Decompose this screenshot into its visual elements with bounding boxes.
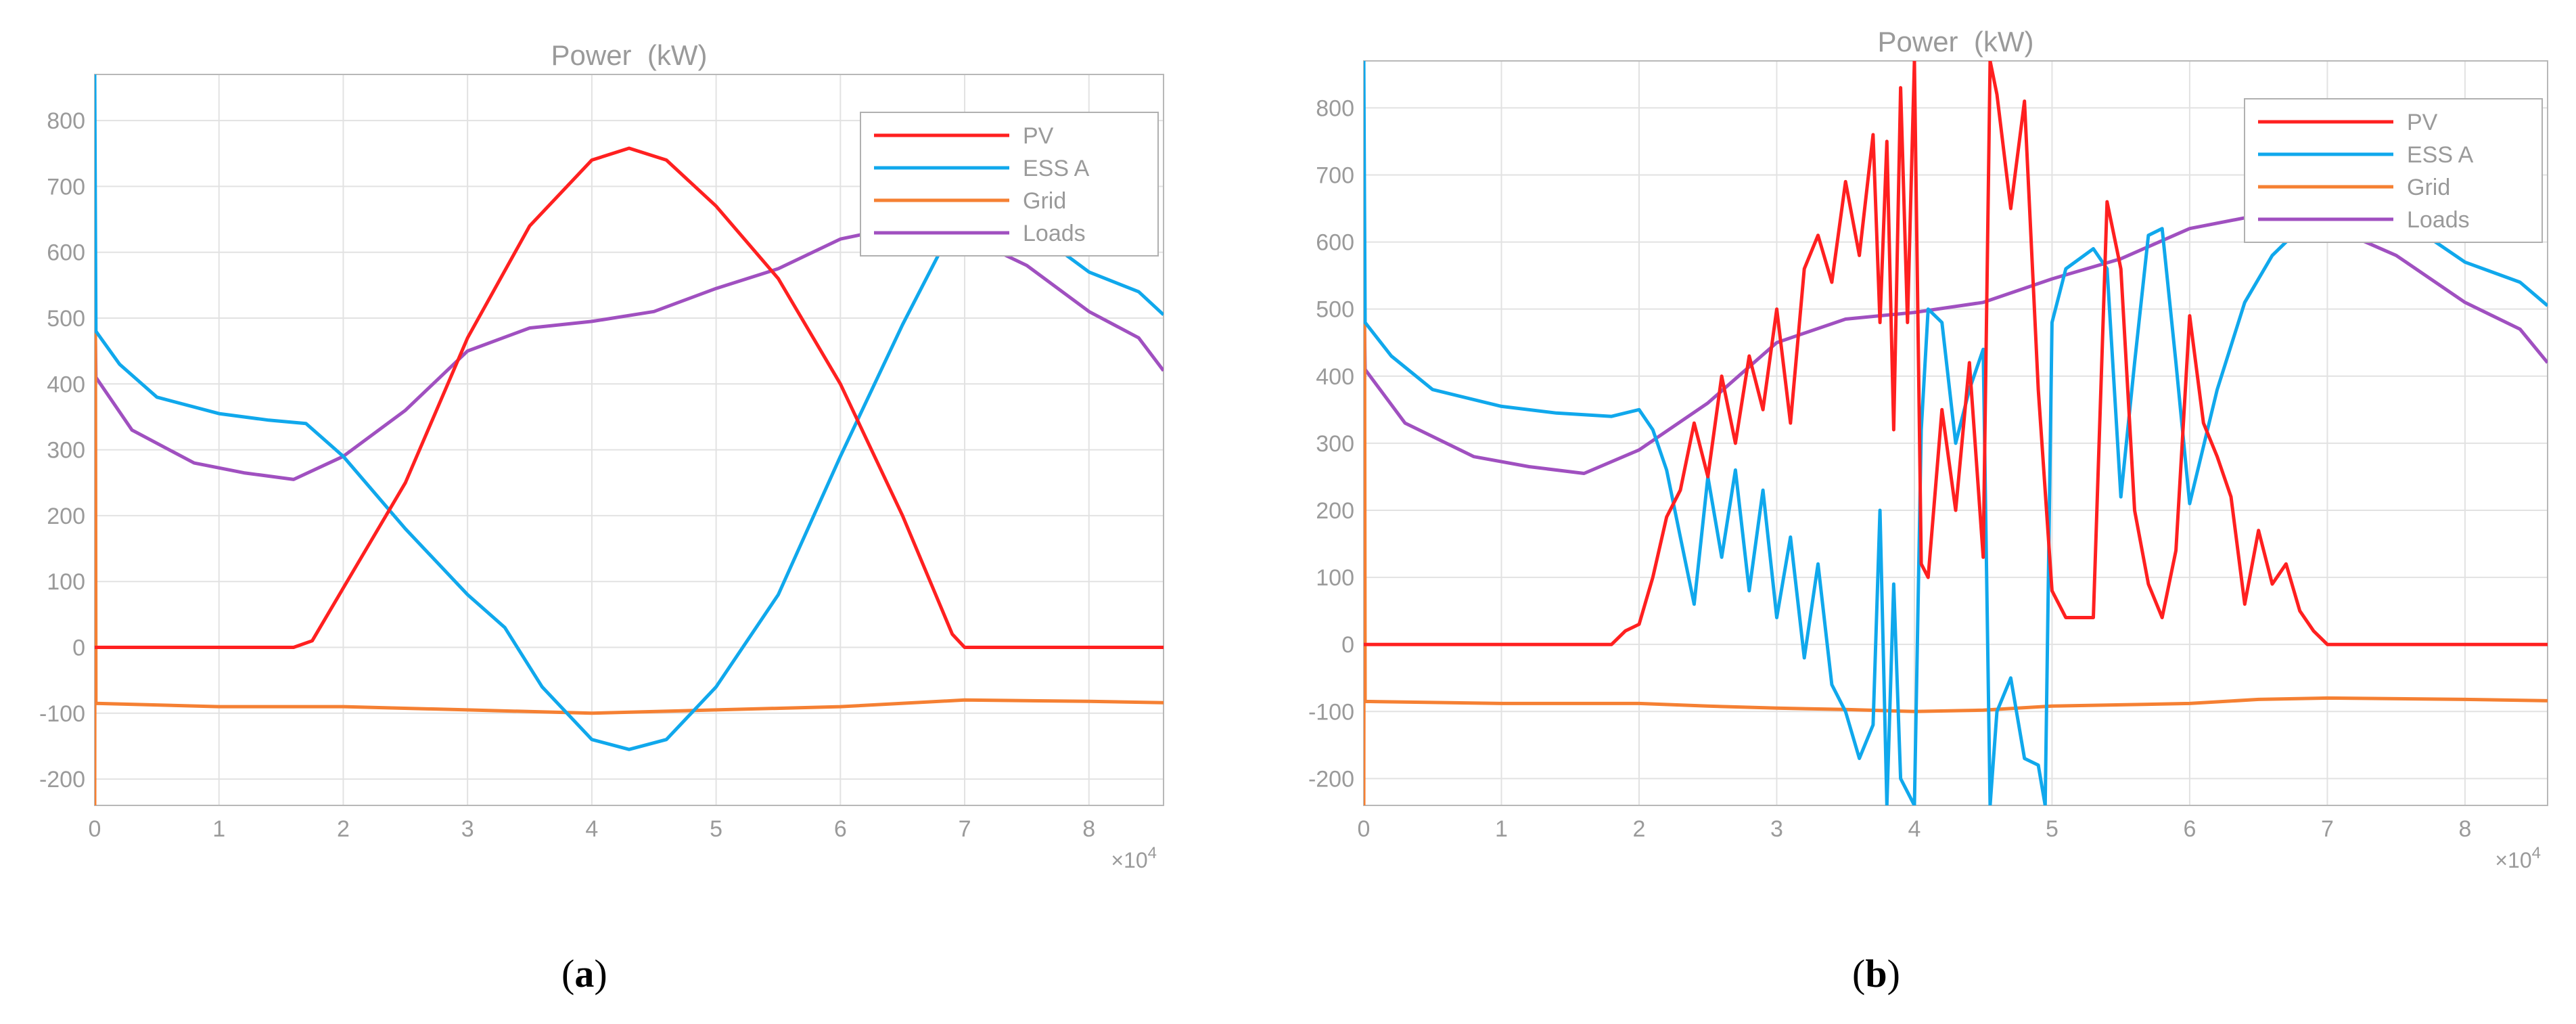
y-tick-label: 800 — [1316, 95, 1354, 121]
x-tick-label: 0 — [1358, 816, 1371, 842]
legend-label: Grid — [1023, 188, 1066, 214]
legend-label: Grid — [2407, 175, 2450, 200]
power-chart-b: -200 -100 0 100 200 300 400 500 600 700 800 0 1 2 3 4 5 6… — [1308, 26, 2548, 872]
y-tick-label: 400 — [47, 372, 85, 397]
x-tick-label: 3 — [1770, 816, 1783, 842]
legend-label: PV — [1023, 123, 1054, 149]
chart-panel-a: -200 -100 0 100 200 300 400 500 600 700 800 0 1 2 3 4 5 6… — [39, 39, 1164, 872]
chart-title: Power (kW) — [551, 39, 708, 71]
legend-label: ESS A — [1023, 156, 1090, 181]
y-tick-label: 100 — [1316, 565, 1354, 591]
legend-label: Loads — [2407, 207, 2470, 233]
y-tick-label: 600 — [1316, 230, 1354, 256]
power-chart-a: -200 -100 0 100 200 300 400 500 600 700 800 0 1 2 3 4 5 6… — [39, 39, 1164, 872]
y-tick-label: 200 — [47, 504, 85, 529]
y-tick-label: 300 — [47, 438, 85, 464]
x-tick-label: 3 — [461, 816, 474, 842]
chart-title: Power (kW) — [1878, 26, 2034, 58]
x-tick-label: 7 — [2321, 816, 2334, 842]
caption-b: (b) — [1852, 952, 1900, 996]
x-tick-label: 6 — [834, 816, 847, 842]
x-tick-label: 7 — [959, 816, 971, 842]
caption-a: (a) — [561, 952, 607, 996]
y-tick-label: -200 — [1308, 766, 1354, 792]
series-line-ess-a — [1364, 61, 2548, 805]
x-multiplier-label: ×104 — [2495, 844, 2541, 872]
y-tick-label: 400 — [1316, 364, 1354, 390]
chart-panel-b: -200 -100 0 100 200 300 400 500 600 700 800 0 1 2 3 4 5 6… — [1288, 0, 2576, 1024]
x-tick-label: 5 — [710, 816, 722, 842]
x-tick-label: 1 — [1495, 816, 1508, 842]
y-tick-label: 0 — [1341, 632, 1354, 658]
series-line-grid — [95, 217, 1164, 805]
series-line-loads — [1364, 213, 2548, 475]
y-tick-label: -100 — [39, 701, 85, 727]
x-tick-label: 8 — [1082, 816, 1095, 842]
y-tick-label: -200 — [39, 767, 85, 793]
x-tick-label: 2 — [1633, 816, 1646, 842]
x-tick-label: 4 — [1908, 816, 1920, 842]
x-tick-label: 2 — [337, 816, 350, 842]
y-tick-label: 800 — [47, 108, 85, 134]
y-tick-label: 300 — [1316, 431, 1354, 457]
series-line-pv — [1364, 61, 2548, 646]
legend-label: ESS A — [2407, 142, 2474, 168]
x-tick-label: 1 — [212, 816, 225, 842]
series-line-grid — [1364, 206, 2548, 805]
series-line-pv — [95, 146, 1164, 649]
y-tick-label: 700 — [1316, 162, 1354, 188]
x-tick-label: 0 — [89, 816, 101, 842]
y-tick-label: 500 — [47, 306, 85, 332]
legend: PV ESS A Grid Loads — [860, 112, 1159, 257]
y-tick-label: 500 — [1316, 297, 1354, 323]
y-tick-label: -100 — [1308, 699, 1354, 725]
y-tick-label: 0 — [72, 635, 85, 661]
x-tick-label: 5 — [2046, 816, 2058, 842]
legend: PV ESS A Grid Loads — [2244, 98, 2543, 243]
legend-label: PV — [2407, 110, 2438, 135]
y-tick-label: 100 — [47, 569, 85, 595]
x-multiplier-label: ×104 — [1111, 844, 1157, 872]
x-tick-label: 8 — [2458, 816, 2471, 842]
y-tick-label: 700 — [47, 174, 85, 200]
y-tick-label: 600 — [47, 240, 85, 266]
x-tick-label: 6 — [2183, 816, 2196, 842]
legend-label: Loads — [1023, 221, 1086, 246]
y-tick-label: 200 — [1316, 498, 1354, 524]
x-tick-label: 4 — [585, 816, 598, 842]
